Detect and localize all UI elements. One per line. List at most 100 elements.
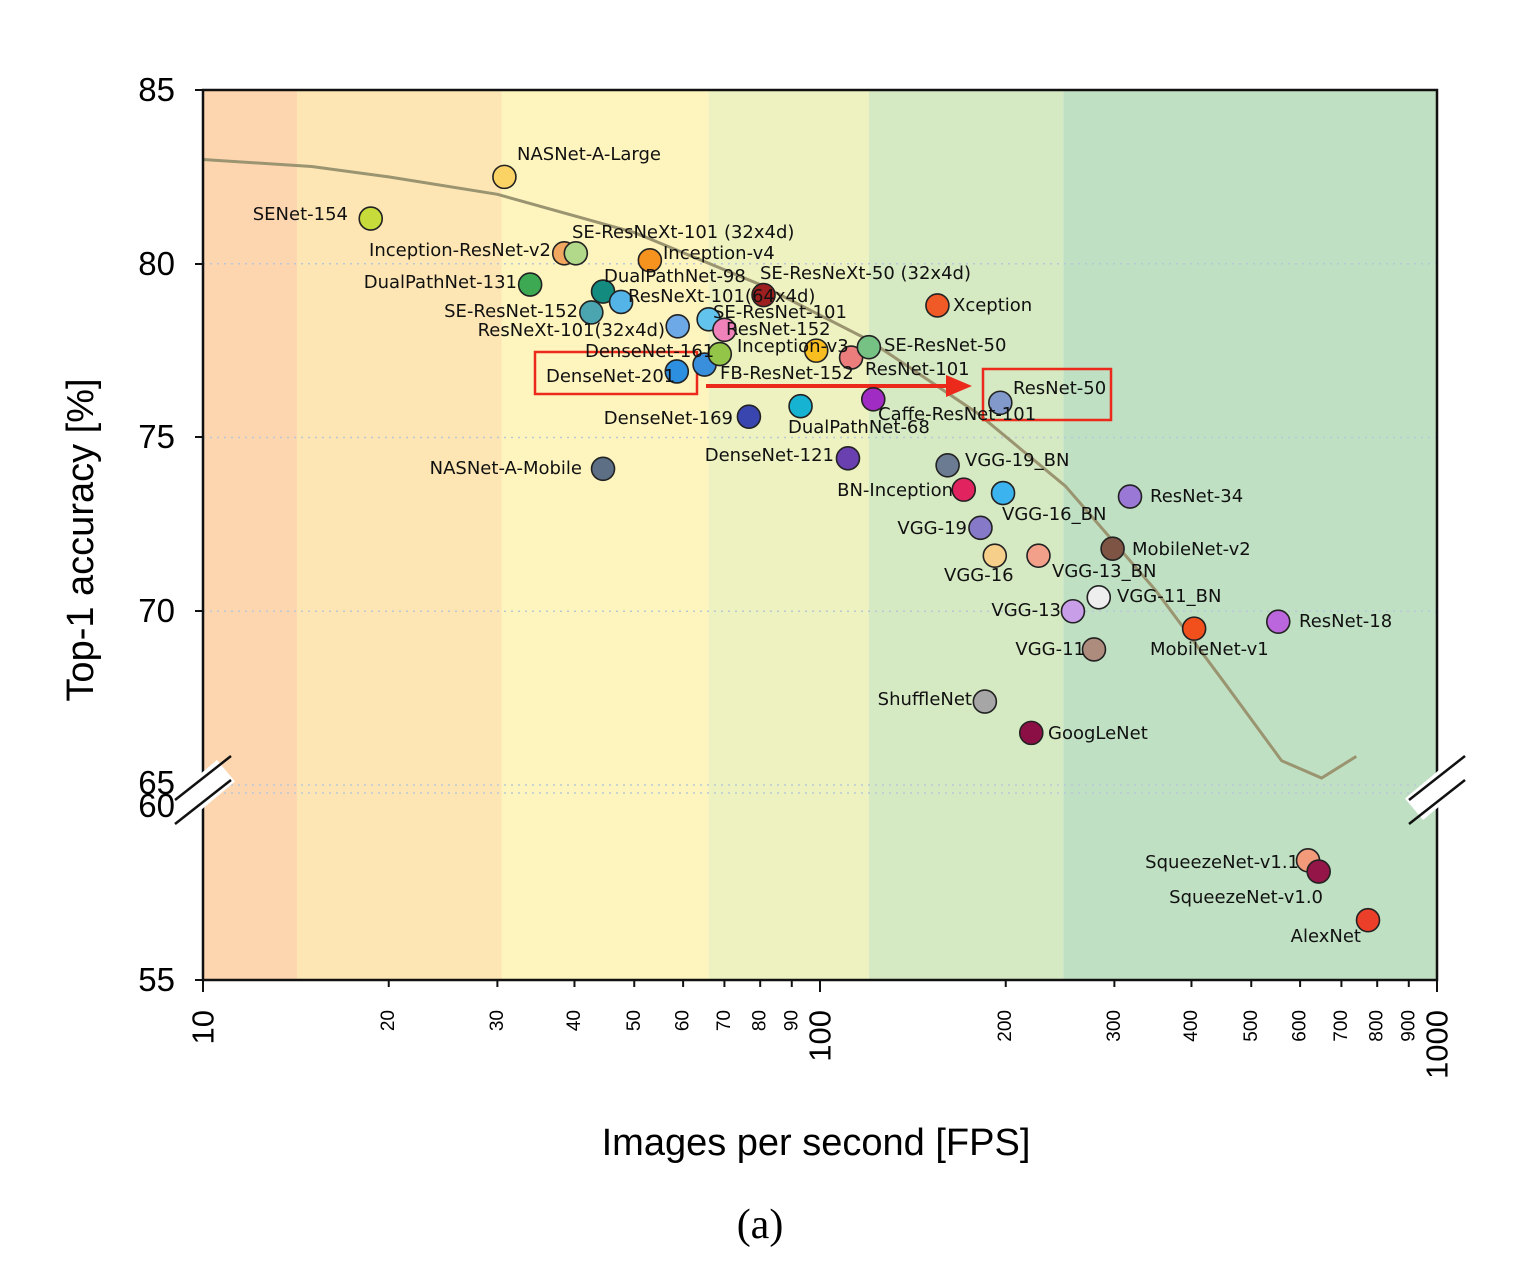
point-label: VGG-16 [944,565,1014,586]
data-point [935,452,960,478]
background-band [708,90,869,980]
data-point [665,313,691,339]
x-tick-label: 400 [1181,1010,1202,1042]
data-point [835,446,861,471]
data-point [1081,637,1107,662]
data-point [563,241,589,266]
point-label: VGG-19 [897,518,967,539]
data-point [1086,585,1112,610]
point-label: DenseNet-169 [604,408,733,429]
background-band [203,90,297,980]
x-tick-label: 800 [1367,1010,1388,1042]
data-point [712,317,737,343]
x-tick-label: 20 [378,1010,399,1031]
x-tick-label: 90 [781,1010,802,1031]
data-point [358,206,384,231]
point-label: VGG-11_BN [1117,586,1221,607]
point-label: GoogLeNet [1048,723,1148,744]
x-tick-label: 80 [750,1010,771,1031]
data-point [707,341,733,367]
highlight-box-target [981,367,1113,422]
data-point [579,300,604,325]
point-label: AlexNet [1291,926,1361,947]
point-label: ResNet-101 [865,359,970,380]
point-label: DenseNet-161 [585,341,714,362]
y-tick-label: 85 [138,71,175,108]
data-point [982,543,1008,568]
x-tick-label: 1000 [1420,1010,1455,1079]
point-label: Inception-v4 [663,243,775,264]
x-tick-label: 900 [1398,1010,1419,1042]
point-label: VGG-11 [1015,639,1085,660]
point-label: Inception-ResNet-v2 [369,240,551,261]
point-label: SENet-154 [253,204,348,225]
data-point [1026,543,1051,568]
point-label: Inception-v3 [737,336,849,357]
point-label: SE-ResNet-152 [444,301,578,322]
axis-break-gap [1405,759,1469,821]
data-point [492,164,517,190]
point-label: DualPathNet-98 [604,266,746,287]
axis-break-line [174,779,232,825]
x-tick-label: 300 [1104,1010,1125,1042]
point-label: BN-Inception [837,480,953,501]
point-label: ResNet-50 [1013,378,1106,399]
point-labels: NASNet-A-Large SENet-154 Inception-ResNet-… [253,144,1392,947]
point-label: SE-ResNeXt-50 (32x4d) [760,263,971,284]
point-label: ResNet-34 [1150,486,1243,507]
pareto-frontier-curve [202,158,1358,780]
background-band [868,90,1064,980]
point-label: DualPathNet-131 [364,272,517,293]
data-point [751,282,776,308]
axis-break-marks [171,755,1469,825]
point-label: NASNet-A-Large [517,144,661,165]
data-point [1306,859,1331,884]
y-tick-label: 60 [138,787,175,824]
point-label: SE-ResNet-101 [713,302,847,323]
x-axis-title: Images per second [FPS] [602,1122,1031,1164]
y-tick-label: 55 [138,961,175,998]
data-point [1018,720,1044,746]
data-point [925,293,950,318]
x-tick-label: 10 [186,1010,221,1044]
x-tick-label: 70 [714,1010,735,1031]
data-point [736,404,762,429]
point-label: ResNeXt-101(64x4d) [628,286,815,307]
data-point [1355,907,1381,933]
data-point [803,338,829,363]
point-label: FB-ResNet-152 [720,363,854,384]
point-label: VGG-13 [991,600,1061,621]
data-point [1181,616,1207,641]
point-label: SqueezeNet-v1.0 [1169,887,1323,908]
axis-break-line [1408,755,1466,801]
figure-caption: (a) [737,1202,784,1248]
point-label: DualPathNet-68 [788,417,930,438]
data-point [968,515,993,541]
data-point [608,289,634,315]
data-points [358,164,1381,933]
point-label: VGG-16_BN [1002,504,1106,525]
axis-break-line [174,755,232,801]
data-point [1100,536,1125,562]
x-tick-label: 100 [803,1010,838,1062]
x-tick-label: 500 [1241,1010,1262,1042]
x-tick-label: 60 [673,1010,694,1031]
y-tick-label: 65 [138,764,175,801]
data-point [972,689,998,714]
y-tick-label: 75 [138,418,175,455]
x-axis-ticks: 20 30 40 50 60 70 80 90 200 300 400 500 600 700 800 900… [186,980,1455,1079]
background-band [296,90,502,980]
highlight-annotation [533,350,1113,422]
background-bands [203,90,1437,980]
data-point [637,247,663,273]
y-tick-label: 70 [138,592,175,629]
background-band [501,90,709,980]
point-label: SE-ResNeXt-101 (32x4d) [572,222,794,243]
point-label: ShuffleNet [878,689,972,710]
data-point [988,390,1013,416]
data-point [1117,484,1143,509]
axis-break-gap [171,759,235,821]
data-point [788,393,813,419]
